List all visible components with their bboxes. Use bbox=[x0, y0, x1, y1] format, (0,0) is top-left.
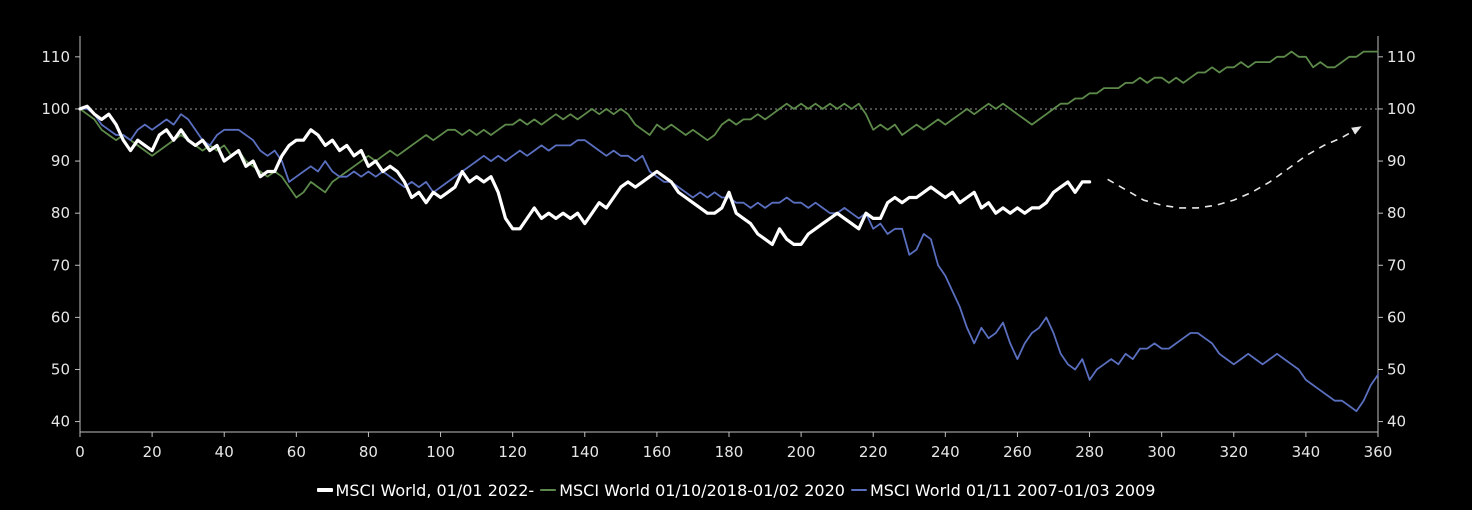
chart: 40 40 50 50 60 60 70 70 80 80 90 90 100 100 110 110 0 20 4… bbox=[41, 36, 1416, 461]
y-tick-label-right: 50 bbox=[1387, 360, 1406, 378]
x-tick-label: 320 bbox=[1219, 443, 1248, 461]
legend-label: MSCI World 01/10/2018-01/02 2020 bbox=[559, 480, 845, 500]
x-tick-label: 240 bbox=[931, 443, 960, 461]
x-tick-label: 60 bbox=[287, 443, 306, 461]
x-tick-label: 300 bbox=[1147, 443, 1176, 461]
y-tick-label-right: 80 bbox=[1387, 204, 1406, 222]
legend-swatch bbox=[850, 489, 867, 491]
legend-item: MSCI World 01/11 2007-01/03 2009 bbox=[850, 480, 1156, 500]
legend-swatch bbox=[540, 489, 557, 491]
series-line-msci-2022 bbox=[78, 104, 1092, 246]
x-tick-label: 260 bbox=[1003, 443, 1032, 461]
x-tick-label: 0 bbox=[75, 443, 85, 461]
y-tick-label-left: 90 bbox=[51, 152, 70, 170]
axes bbox=[75, 36, 1383, 437]
series-line-msci-2018-2020 bbox=[79, 50, 1379, 199]
x-tick-label: 100 bbox=[426, 443, 455, 461]
y-tick-label-left: 60 bbox=[51, 308, 70, 326]
legend-label: MSCI World, 01/01 2022- bbox=[335, 480, 535, 500]
projection-arrow bbox=[1107, 126, 1362, 209]
y-tick-label-left: 50 bbox=[51, 360, 70, 378]
series-layer bbox=[78, 50, 1379, 413]
y-tick-label-left: 100 bbox=[41, 100, 70, 118]
legend-swatch bbox=[316, 488, 333, 492]
series-line-msci-2007-2009 bbox=[79, 108, 1379, 413]
y-tick-label-right: 110 bbox=[1387, 48, 1416, 66]
y-tick-label-left: 70 bbox=[51, 256, 70, 274]
x-tick-label: 200 bbox=[787, 443, 816, 461]
x-tick-label: 160 bbox=[643, 443, 672, 461]
tick-labels: 40 40 50 50 60 60 70 70 80 80 90 90 100 100 110 110 0 20 4… bbox=[41, 48, 1415, 461]
x-tick-label: 220 bbox=[859, 443, 888, 461]
x-tick-label: 20 bbox=[143, 443, 162, 461]
x-tick-label: 180 bbox=[715, 443, 744, 461]
y-tick-label-left: 80 bbox=[51, 204, 70, 222]
y-tick-label-right: 40 bbox=[1387, 413, 1406, 431]
legend-item: MSCI World 01/10/2018-01/02 2020 bbox=[540, 481, 845, 500]
y-tick-label-right: 100 bbox=[1387, 100, 1416, 118]
x-tick-label: 340 bbox=[1292, 443, 1321, 461]
x-tick-label: 280 bbox=[1075, 443, 1104, 461]
legend: MSCI World, 01/01 2022- MSCI World 01/10/… bbox=[0, 478, 1472, 502]
x-tick-label: 40 bbox=[215, 443, 234, 461]
x-tick-label: 360 bbox=[1364, 443, 1393, 461]
y-tick-label-right: 90 bbox=[1387, 152, 1406, 170]
x-tick-label: 80 bbox=[359, 443, 378, 461]
legend-item: MSCI World, 01/01 2022- bbox=[316, 480, 535, 500]
y-tick-label-right: 60 bbox=[1387, 308, 1406, 326]
legend-label: MSCI World 01/11 2007-01/03 2009 bbox=[869, 480, 1156, 500]
x-tick-label: 140 bbox=[570, 443, 599, 461]
y-tick-label-left: 40 bbox=[51, 413, 70, 431]
y-tick-label-left: 110 bbox=[41, 48, 70, 66]
x-tick-label: 120 bbox=[498, 443, 527, 461]
y-tick-label-right: 70 bbox=[1387, 256, 1406, 274]
